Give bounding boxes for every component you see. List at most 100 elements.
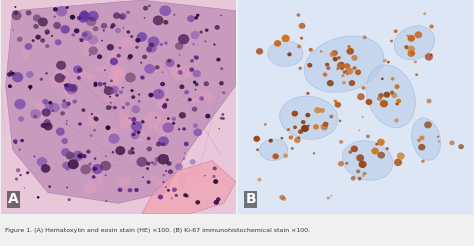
Circle shape [188,98,192,101]
Ellipse shape [64,81,74,101]
Ellipse shape [104,91,122,100]
Circle shape [338,120,341,122]
Circle shape [178,34,189,44]
Circle shape [81,31,92,41]
Circle shape [163,103,167,107]
Polygon shape [238,0,473,214]
Circle shape [34,155,36,157]
Ellipse shape [200,91,215,102]
Circle shape [53,7,58,12]
Circle shape [72,33,75,37]
Circle shape [200,31,203,34]
Circle shape [256,148,259,151]
Circle shape [195,83,199,86]
Circle shape [287,128,290,131]
Circle shape [122,106,125,109]
Circle shape [16,168,20,172]
Circle shape [142,176,144,178]
Circle shape [339,62,342,64]
Circle shape [90,17,92,18]
Circle shape [155,65,160,70]
Circle shape [391,77,394,80]
Circle shape [160,82,165,86]
Circle shape [212,175,216,178]
Circle shape [101,40,103,41]
Circle shape [115,93,119,97]
Ellipse shape [182,98,204,103]
Circle shape [130,35,133,38]
Circle shape [65,152,74,160]
Circle shape [86,150,91,154]
Circle shape [46,72,48,75]
Ellipse shape [111,49,120,63]
Circle shape [183,193,187,197]
Circle shape [109,101,112,104]
Circle shape [100,161,111,171]
Circle shape [44,119,51,126]
Circle shape [343,71,346,74]
Circle shape [119,90,123,94]
Ellipse shape [177,172,187,185]
Circle shape [172,187,177,192]
Circle shape [366,135,370,138]
Circle shape [190,59,194,63]
Circle shape [56,61,66,70]
Circle shape [73,65,82,73]
Circle shape [155,117,157,119]
Circle shape [383,92,390,98]
Ellipse shape [86,113,101,126]
Circle shape [193,128,202,136]
Circle shape [297,45,301,48]
Circle shape [56,6,67,16]
Circle shape [62,162,70,169]
Circle shape [45,29,50,34]
Ellipse shape [95,167,103,184]
Ellipse shape [412,118,440,160]
Circle shape [216,58,220,62]
Circle shape [67,198,71,201]
Circle shape [273,154,279,159]
Circle shape [220,15,222,16]
Circle shape [10,86,12,87]
Circle shape [15,178,18,181]
Circle shape [338,161,344,167]
Circle shape [175,163,183,170]
Circle shape [194,55,199,60]
Circle shape [205,29,209,32]
Circle shape [128,188,132,192]
Circle shape [26,171,29,174]
Circle shape [14,99,26,109]
Circle shape [215,25,220,30]
Circle shape [195,200,200,204]
Circle shape [345,162,348,165]
Polygon shape [142,160,236,214]
Circle shape [105,174,107,176]
Circle shape [394,159,402,166]
Circle shape [299,23,305,29]
Ellipse shape [153,64,161,72]
Circle shape [11,72,14,75]
Circle shape [175,42,183,50]
Circle shape [20,139,24,142]
Ellipse shape [78,71,96,80]
Circle shape [66,123,67,125]
Circle shape [164,20,168,25]
Circle shape [42,108,51,117]
Circle shape [67,84,75,91]
Circle shape [187,15,195,22]
Circle shape [140,76,145,80]
Circle shape [61,148,70,156]
Circle shape [88,163,92,166]
Circle shape [193,123,198,128]
Circle shape [82,154,87,158]
Circle shape [128,117,131,120]
Ellipse shape [83,181,96,195]
Circle shape [137,131,140,134]
Circle shape [397,153,405,160]
Circle shape [12,30,14,31]
Circle shape [146,137,151,140]
Circle shape [387,61,390,63]
Circle shape [219,117,223,120]
Circle shape [157,154,169,165]
Circle shape [130,147,134,151]
